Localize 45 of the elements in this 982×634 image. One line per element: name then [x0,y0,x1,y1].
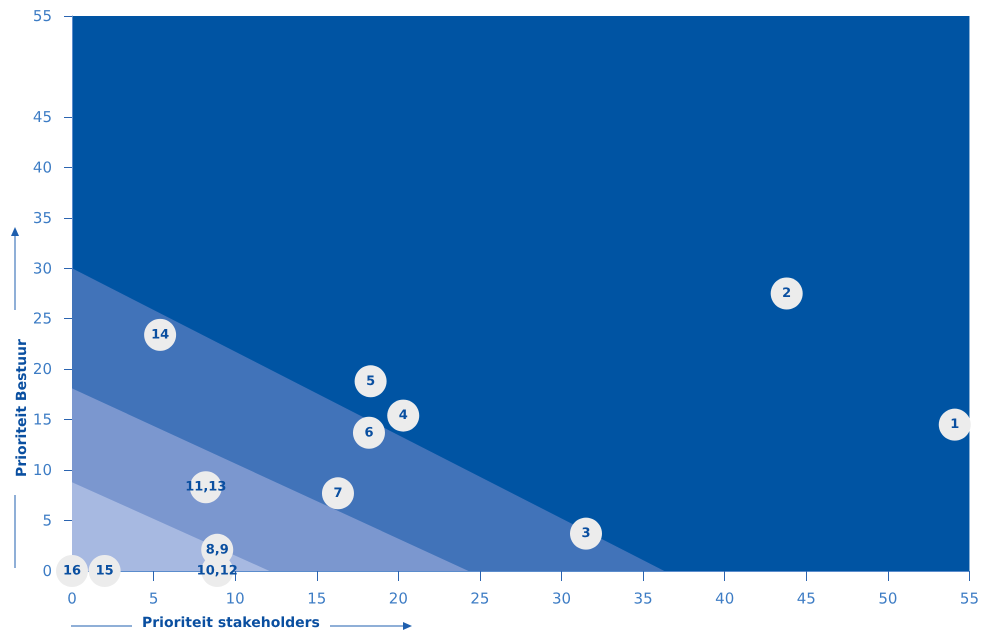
y-tick-label: 35 [32,208,52,227]
x-tick-label: 55 [960,590,980,608]
annotation: 6 [364,425,374,440]
x-axis-title: Prioriteit stakeholders [142,615,320,631]
x-tick-label: 25 [470,590,490,608]
point [570,518,602,550]
x-tick-label: 30 [552,590,572,608]
point [387,400,420,432]
x-tick-label: 15 [307,590,326,608]
annotation: 7 [333,486,342,501]
annotation: 8,9 [206,542,229,558]
y-tick-label: 55 [32,7,52,25]
annotation: 11,13 [185,480,226,495]
x-tick-label: 5 [148,590,158,608]
annotation: 10,12 [196,564,238,578]
point [322,477,354,510]
x-tick-label: 50 [878,590,898,608]
annotation: 16 [62,564,82,578]
y-tick-label: 0 [42,562,52,580]
y-tick-label: 5 [42,512,52,530]
point [938,408,971,441]
x-tick-label: 45 [796,590,816,608]
annotation: 15 [96,564,114,578]
y-tick-label: 15 [32,410,52,429]
y-tick-label: 10 [32,461,52,480]
x-tick-label: 40 [715,590,734,608]
y-axis-title: Prioriteit Bestuur [14,338,30,477]
x-tick-label: 10 [226,590,245,608]
y-tick-label: 20 [32,360,52,378]
point [770,278,803,310]
annotation: 3 [581,526,591,542]
y-tick-label: 25 [32,310,52,328]
point [354,365,387,398]
annotation: 1 [950,417,960,432]
y-tick-label: 40 [32,158,52,176]
x-tick-label: 20 [388,590,408,608]
y-tick-label: 45 [32,108,52,126]
x-tick-label: 0 [67,590,77,608]
annotation: 5 [366,374,376,389]
y-tick-label: 30 [32,259,52,278]
point [353,416,385,449]
annotation: 4 [398,408,408,424]
annotation: 2 [782,286,792,301]
annotation: 14 [151,327,170,342]
x-tick-label: 35 [634,590,653,608]
